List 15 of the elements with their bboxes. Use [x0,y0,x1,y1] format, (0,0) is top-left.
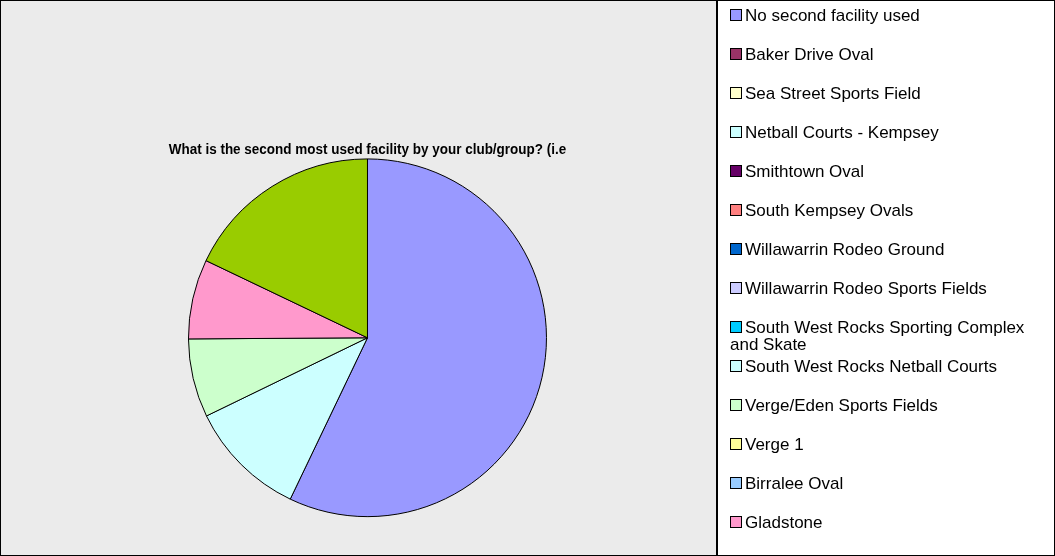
legend-label: Willawarrin Rodeo Ground [744,240,946,259]
legend-label: Netball Courts - Kempsey [744,123,940,142]
legend-label: Verge 1 [744,435,805,454]
legend-label: Verge/Eden Sports Fields [744,396,939,415]
legend-label: Smithtown Oval [744,162,866,181]
legend-label: South West Rocks Netball Courts [744,357,998,376]
legend-label: South West Rocks Sporting Complex and Skate [730,318,1026,354]
text: What is the second most used facility by your club/group? (i.e [168,139,567,157]
legend-label: Sea Street Sports Field [744,84,922,103]
legend-label: Gladstone [744,513,824,532]
legend-label: Birralee Oval [744,474,845,493]
legend-label: Baker Drive Oval [744,45,875,64]
legend-label: South Kempsey Ovals [744,201,915,220]
legend-label: Willawarrin Rodeo Sports Fields [744,279,988,298]
legend-label: No second facility used [744,6,921,25]
